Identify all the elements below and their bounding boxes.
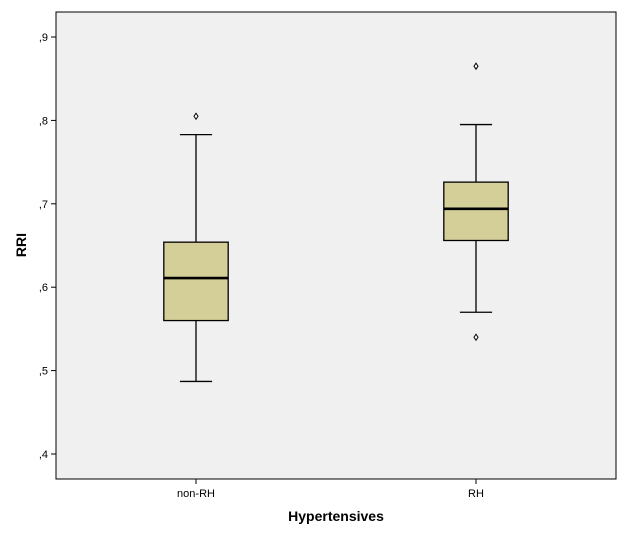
box-group-rh bbox=[443, 62, 509, 342]
box-group-non-rh bbox=[163, 112, 229, 383]
outlier-point bbox=[473, 62, 479, 71]
x-axis-title: Hypertensives bbox=[288, 508, 384, 524]
x-tick-label: RH bbox=[468, 488, 484, 500]
iqr-box bbox=[443, 181, 509, 242]
box-series bbox=[163, 62, 509, 383]
plot-area bbox=[55, 11, 617, 480]
y-tick-label: ,6 bbox=[39, 282, 48, 294]
x-tick-label: non-RH bbox=[177, 488, 215, 500]
y-tick-label: ,8 bbox=[39, 115, 48, 127]
outlier-point bbox=[473, 333, 479, 342]
y-tick-label: ,9 bbox=[39, 32, 48, 44]
y-tick-label: ,7 bbox=[39, 199, 48, 211]
y-axis: ,4 ,5 ,6 ,7 ,8 ,9 bbox=[39, 32, 56, 461]
x-axis: non-RH RH bbox=[177, 479, 484, 500]
outlier-point bbox=[193, 112, 199, 121]
y-tick-label: ,4 bbox=[39, 449, 48, 461]
y-axis-title: RRI bbox=[13, 233, 29, 257]
y-tick-label: ,5 bbox=[39, 366, 48, 378]
iqr-box bbox=[163, 241, 229, 322]
